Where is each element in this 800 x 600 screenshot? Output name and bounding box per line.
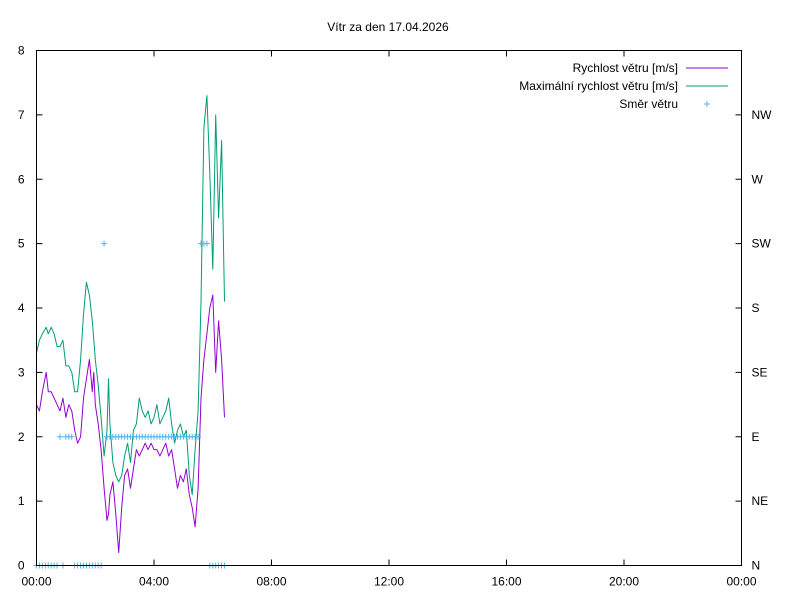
x-tick-label: 16:00 [491, 575, 521, 589]
y-left-tick-label: 7 [18, 108, 25, 122]
direction-point [195, 433, 202, 440]
x-tick-label: 00:00 [726, 575, 756, 589]
direction-point [68, 433, 75, 440]
y-left-tick-label: 2 [18, 430, 25, 444]
y-right-tick-label: E [752, 430, 760, 444]
y-left-tick-label: 8 [18, 44, 25, 58]
y-left-tick-label: 6 [18, 172, 25, 186]
x-tick-label: 04:00 [139, 575, 169, 589]
x-tick-label: 20:00 [609, 575, 639, 589]
legend-label: Maximální rychlost větru [m/s] [519, 79, 678, 93]
series-2 [36, 95, 225, 496]
direction-point [57, 433, 63, 440]
y-right-tick-label: N [752, 559, 761, 573]
series-1 [36, 294, 225, 554]
legend-label: Rychlost větru [m/s] [573, 61, 678, 75]
legend: Rychlost větru [m/s] Maximální rychlost v… [519, 61, 728, 111]
x-tick-label: 12:00 [374, 575, 404, 589]
y-left-tick-label: 3 [18, 365, 25, 379]
y-right-tick-label: NW [752, 108, 773, 122]
y-left-tick-label: 0 [18, 559, 25, 573]
y-left-tick-label: 4 [18, 301, 25, 315]
legend-label: Směr větru [619, 97, 678, 111]
y-right-tick-label: SE [752, 365, 768, 379]
y-right-tick-label: SW [752, 237, 772, 251]
direction-point [101, 240, 108, 247]
legend-point-sample [704, 101, 710, 107]
y-right-tick-label: S [752, 301, 760, 315]
y-left-tick-label: 1 [18, 494, 25, 508]
plot-frame [36, 50, 742, 566]
direction-point [203, 240, 210, 247]
series-line [36, 95, 225, 496]
y-right-tick-label: W [752, 172, 764, 186]
series-line [36, 294, 225, 554]
x-tick-label: 08:00 [256, 575, 286, 589]
y-right-tick-label: NE [752, 494, 769, 508]
x-tick-label: 00:00 [21, 575, 51, 589]
y-left-tick-label: 5 [18, 237, 25, 251]
chart-title: Vítr za den 17.04.2026 [327, 20, 449, 34]
